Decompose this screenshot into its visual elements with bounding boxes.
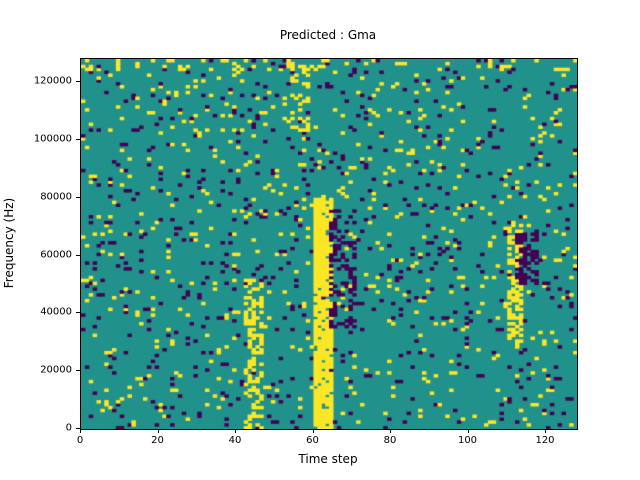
y-tick-label: 20000 [40, 364, 72, 376]
y-tick-label: 40000 [40, 306, 72, 318]
y-tick-label: 60000 [40, 249, 72, 261]
y-tick-mark [76, 138, 80, 140]
y-tick-mark [76, 370, 80, 372]
y-tick-mark [76, 196, 80, 198]
y-tick-label: 80000 [40, 191, 72, 203]
x-tick-mark [312, 429, 314, 433]
x-tick-mark [545, 429, 546, 433]
y-tick-label: 120000 [33, 75, 72, 87]
x-tick-mark [157, 429, 159, 433]
y-axis-label: Frequency (Hz) [2, 197, 16, 289]
x-tick-label: 40 [228, 435, 242, 446]
x-tick-label: 60 [306, 435, 319, 446]
x-tick-mark [390, 429, 391, 433]
y-tick-mark [76, 312, 80, 314]
x-tick-mark [467, 429, 469, 433]
y-tick-mark [76, 81, 80, 83]
y-tick-label: 0 [65, 422, 72, 434]
x-tick-label: 20 [151, 435, 164, 446]
y-tick-label: 100000 [33, 133, 72, 145]
x-tick-label: 0 [76, 435, 84, 446]
x-tick-mark [80, 429, 81, 433]
x-tick-label: 80 [383, 435, 397, 446]
x-tick-label: 120 [535, 435, 555, 446]
chart-title: Predicted : Gma [279, 28, 377, 42]
x-tick-label: 100 [457, 435, 478, 446]
heatmap-canvas [81, 59, 577, 429]
plot-area [80, 58, 578, 430]
x-axis-label: Time step [298, 452, 358, 466]
y-tick-mark [76, 428, 80, 429]
x-tick-mark [235, 429, 236, 433]
y-tick-mark [76, 254, 80, 256]
